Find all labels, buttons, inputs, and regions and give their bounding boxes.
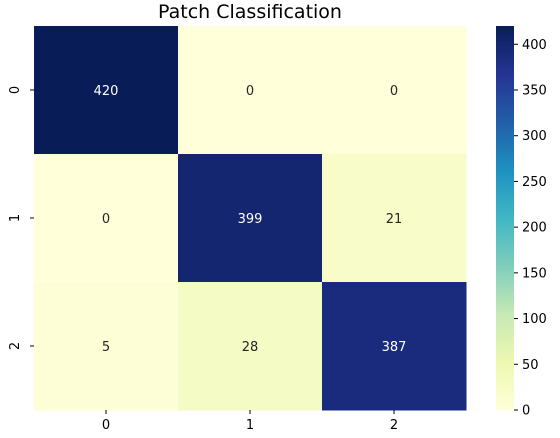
cell-value-label: 5	[102, 340, 110, 355]
heatmap-cell	[34, 282, 179, 411]
heatmap-cell	[178, 26, 323, 155]
colorbar-tick-label: 200	[522, 221, 547, 236]
colorbar-tick-label: 350	[522, 84, 547, 99]
colorbar-tick-label: 0	[522, 404, 530, 419]
cell-value-label: 387	[382, 340, 407, 355]
heatmap-cell	[34, 154, 179, 283]
cell-value-label: 0	[102, 212, 110, 227]
heatmap-cell	[34, 26, 179, 155]
x-tick-label: 2	[390, 418, 398, 433]
heatmap-cell	[178, 282, 323, 411]
heatmap-cell	[322, 26, 467, 155]
y-tick-label: 1	[8, 214, 23, 222]
cell-value-label: 21	[386, 212, 403, 227]
heatmap-cell	[178, 154, 323, 283]
y-tick-label: 2	[8, 342, 23, 350]
cell-value-label: 399	[238, 212, 263, 227]
x-tick-label: 1	[246, 418, 254, 433]
colorbar: 0 50 100 150 200 250 300 350 400	[496, 26, 547, 419]
colorbar-tick-label: 400	[522, 38, 547, 53]
x-tick-label: 0	[102, 418, 110, 433]
cell-value-label: 0	[246, 84, 254, 99]
chart-title: Patch Classification	[158, 1, 342, 23]
colorbar-tick-label: 150	[522, 266, 547, 281]
colorbar-tick-label: 300	[522, 129, 547, 144]
y-tick-label: 0	[8, 86, 23, 94]
heatmap-cell	[322, 154, 467, 283]
heatmap-cells: 420 0 0 0 399 21 5 28 387	[34, 26, 467, 411]
colorbar-gradient	[496, 26, 514, 410]
heatmap-cell	[322, 282, 467, 411]
colorbar-tick-label: 250	[522, 175, 547, 190]
cell-value-label: 420	[94, 84, 119, 99]
cell-value-label: 28	[242, 340, 259, 355]
x-axis: 0 1 2	[102, 410, 398, 433]
y-axis: 0 1 2	[8, 86, 34, 350]
colorbar-tick-label: 50	[522, 358, 539, 373]
colorbar-tick-label: 100	[522, 312, 547, 327]
cell-value-label: 0	[390, 84, 398, 99]
